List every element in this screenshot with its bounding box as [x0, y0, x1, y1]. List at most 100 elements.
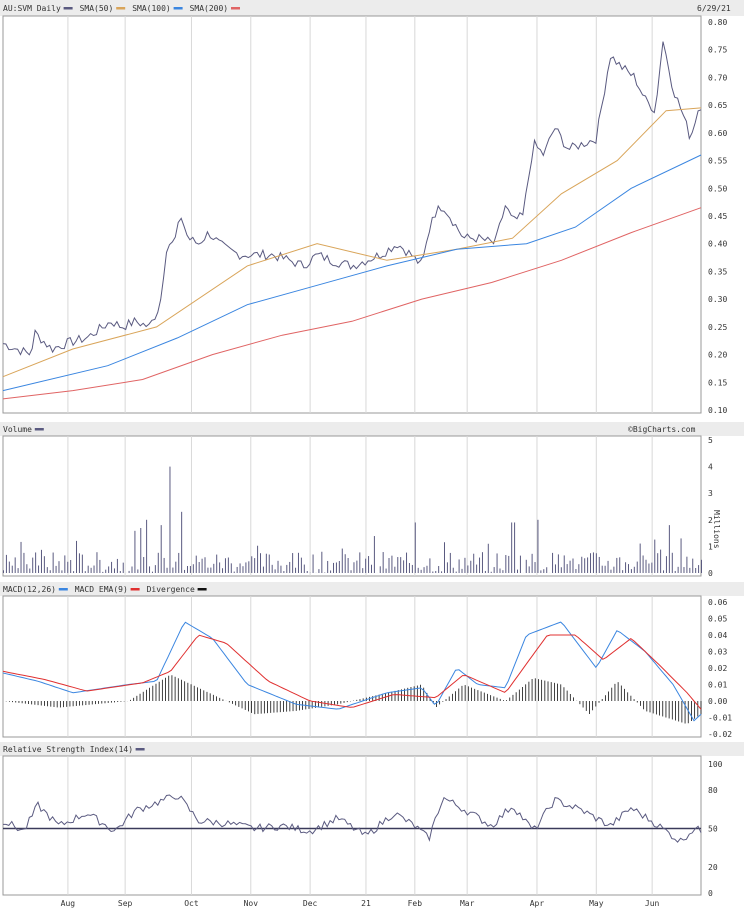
volume-bar [636, 561, 638, 573]
volume-bar [143, 557, 145, 573]
legend-label: SMA(200) [190, 4, 229, 13]
volume-bar [575, 569, 577, 573]
volume-bar [557, 554, 559, 573]
macd-axis: 0.06 0.05 0.04 0.03 0.02 0.01 0.00 -0.01 -0.02 [708, 598, 732, 739]
volume-bar [581, 556, 583, 573]
volume-bar [3, 570, 4, 573]
axis-tick-label: -0.02 [708, 730, 732, 739]
volume-bar [17, 568, 19, 573]
volume-bar [519, 555, 521, 573]
volume-bar [458, 559, 460, 573]
volume-bar [645, 559, 647, 573]
volume-bar [96, 552, 98, 573]
volume-bar [35, 552, 37, 573]
volume-bar [306, 571, 308, 573]
volume-bar [657, 553, 659, 573]
volume-bar [446, 562, 448, 573]
volume-bar [321, 551, 323, 573]
rsi-line [3, 794, 702, 843]
volume-bar [432, 571, 434, 573]
volume-bar [20, 541, 22, 573]
volume-bar [300, 557, 302, 573]
volume-bar [587, 557, 589, 573]
volume-bar [476, 564, 478, 573]
volume-bar [347, 558, 349, 573]
axis-tick-label: 0.04 [708, 631, 727, 640]
volume-bar [312, 554, 314, 573]
axis-tick-label: 80 [708, 786, 718, 795]
axis-tick-label: 0.15 [708, 378, 727, 387]
volume-bar [184, 569, 186, 573]
axis-tick-label: 3 [708, 489, 713, 498]
volume-bar [517, 569, 519, 573]
axis-tick-label: 0.30 [708, 295, 727, 304]
month-label: Aug [61, 899, 76, 908]
volume-bar [654, 539, 656, 573]
volume-bar [271, 564, 273, 573]
volume-bar [566, 564, 568, 573]
volume-bar [680, 538, 682, 573]
legend-swatch [197, 588, 207, 591]
volume-bar [140, 528, 142, 573]
axis-tick-label: 0.65 [708, 101, 727, 110]
volume-bar [406, 552, 408, 573]
volume-bar [8, 561, 10, 573]
volume-bar [563, 555, 565, 573]
volume-bar [43, 556, 45, 573]
volume-bar [511, 522, 513, 573]
legend-swatch [58, 588, 68, 591]
volume-bar [146, 519, 148, 573]
volume-bar [370, 564, 372, 573]
volume-bar [274, 569, 276, 573]
volume-bar [119, 571, 121, 573]
volume-bar [552, 552, 554, 573]
volume-bar [131, 566, 133, 573]
volume-bar [508, 555, 510, 573]
volume-bar [683, 567, 685, 573]
volume-bar [201, 558, 203, 573]
axis-tick-label: 0.00 [708, 697, 727, 706]
volume-bar [344, 554, 346, 573]
volume-bar [648, 563, 650, 573]
volume-bar [251, 556, 253, 573]
price-line-1 [2, 107, 702, 378]
month-label: Jun [645, 899, 660, 908]
volume-bar [379, 566, 381, 573]
axis-tick-label: 0.40 [708, 240, 727, 249]
month-label: 21 [361, 899, 371, 908]
volume-bar [452, 567, 454, 573]
axis-tick-label: 0 [708, 889, 713, 898]
price-panel-frame [2, 15, 702, 414]
volume-bar [330, 570, 332, 573]
volume-bar [297, 552, 299, 573]
volume-bar [651, 562, 653, 573]
volume-bar [671, 552, 673, 573]
volume-bar [663, 570, 665, 573]
volume-panel-frame [2, 435, 702, 577]
price-panel-header [0, 0, 744, 16]
rsi-series [3, 794, 702, 843]
volume-bar [368, 556, 370, 573]
volume-bar [668, 525, 670, 573]
volume-bar [639, 543, 641, 573]
volume-bar [303, 564, 305, 573]
volume-bar [280, 565, 282, 573]
volume-bar [502, 570, 504, 573]
volume-bar [134, 530, 136, 573]
volume-bar [619, 557, 621, 573]
legend-label: MACD EMA(9) [75, 585, 128, 594]
axis-tick-label: 5 [708, 436, 713, 445]
legend-label: Relative Strength Index(14) [3, 745, 133, 754]
volume-bar [154, 565, 156, 573]
rsi-panel-frame [2, 755, 702, 896]
volume-bar [178, 552, 180, 573]
volume-bar [318, 569, 320, 573]
price-series [2, 41, 702, 400]
axis-tick-label: 0.03 [708, 648, 727, 657]
volume-bar [122, 562, 124, 573]
month-label: Feb [408, 899, 423, 908]
volume-bar [207, 567, 209, 573]
volume-bar [172, 567, 174, 573]
price-line-0 [2, 41, 702, 356]
axis-tick-label: 0.06 [708, 598, 727, 607]
